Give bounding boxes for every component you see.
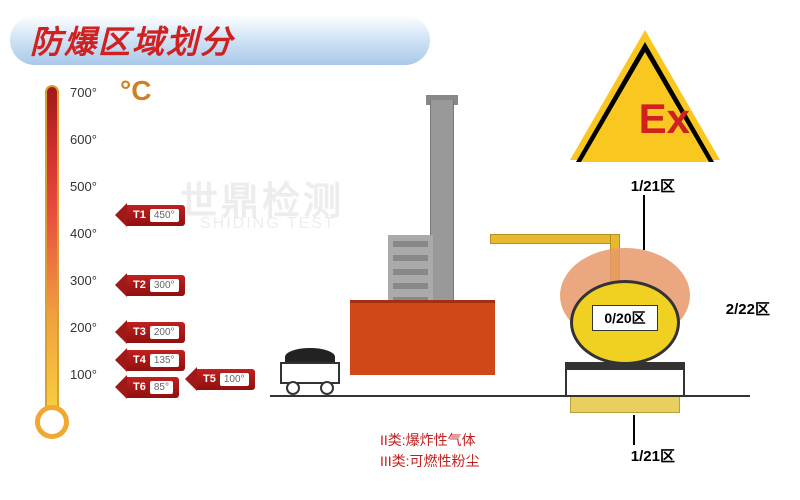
temp-tag-t2: T2300° xyxy=(115,273,185,297)
zone-label-upper: 1/21区 xyxy=(631,175,675,196)
thermometer-bulb xyxy=(35,405,69,439)
watermark-en: SHIDING TEST xyxy=(200,215,336,233)
scale-mark: 200° xyxy=(70,320,97,335)
scale-mark: 500° xyxy=(70,179,97,194)
temp-tag-t3: T3200° xyxy=(115,320,185,344)
temp-tag-t1: T1450° xyxy=(115,203,185,227)
ex-symbol-text: Ex xyxy=(639,95,690,143)
title-bar: 防爆区域划分 xyxy=(10,15,430,65)
thermometer-tube xyxy=(45,85,59,415)
scale-mark: 300° xyxy=(70,273,97,288)
scale-mark: 700° xyxy=(70,85,97,100)
building-main xyxy=(350,300,495,375)
class-labels: II类:爆炸性气体 III类:可燃性粉尘 xyxy=(380,430,480,472)
class-2-label: II类:爆炸性气体 xyxy=(380,430,480,451)
temp-tag-t5: T5100° xyxy=(185,367,255,391)
temp-tag-t6: T685° xyxy=(115,375,179,399)
cart-wheel-left xyxy=(286,381,300,395)
zone-label-lower: 1/21区 xyxy=(631,445,675,466)
zone-label-right: 2/22区 xyxy=(726,298,770,319)
scale-mark: 600° xyxy=(70,132,97,147)
tank-zone-label: 0/20区 xyxy=(592,305,658,331)
class-3-label: III类:可燃性粉尘 xyxy=(380,451,480,472)
platform xyxy=(565,362,685,397)
temp-tag-t4: T4135° xyxy=(115,348,185,372)
scale-mark: 400° xyxy=(70,226,97,241)
leader-lower xyxy=(633,415,635,445)
celsius-label: °C xyxy=(120,75,151,107)
scale-mark: 100° xyxy=(70,367,97,382)
cart-wheel-right xyxy=(320,381,334,395)
pipe-horizontal xyxy=(490,234,620,244)
platform-base xyxy=(570,395,680,413)
chimney xyxy=(430,100,454,300)
leader-upper xyxy=(643,195,645,250)
title-text: 防爆区域划分 xyxy=(30,17,234,63)
coal-cart xyxy=(280,350,350,395)
thermometer xyxy=(35,85,65,445)
